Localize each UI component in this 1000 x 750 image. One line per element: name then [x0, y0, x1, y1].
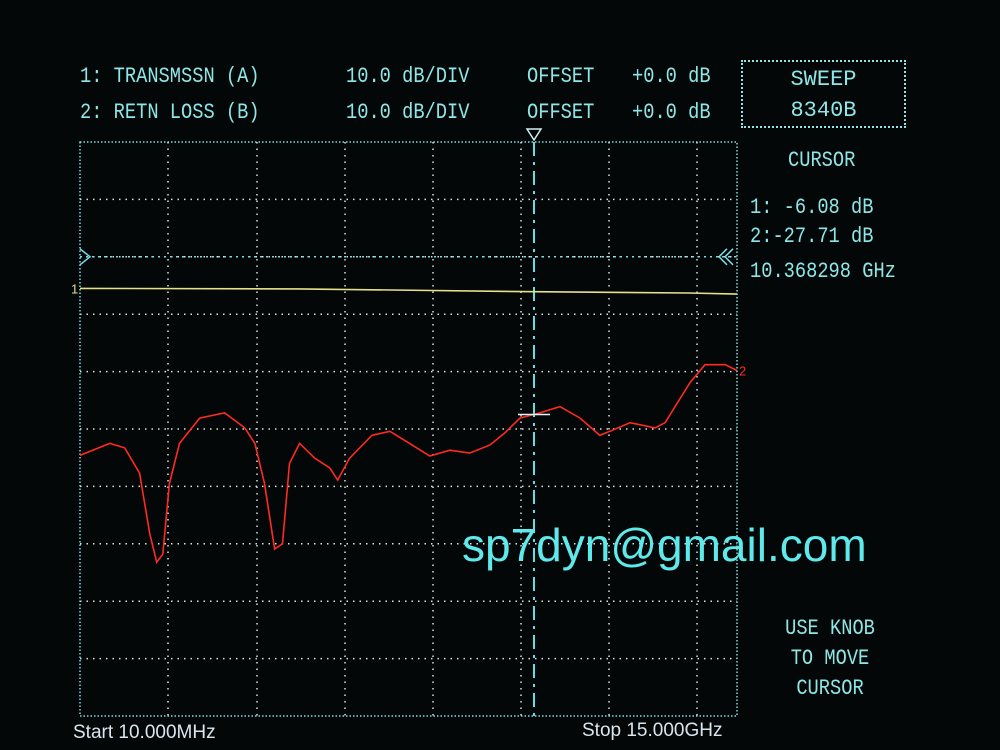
trace-1 — [79, 287, 738, 295]
ch1-label: 1: TRANSMSSN (A) — [80, 64, 260, 89]
start-frequency: Start 10.000MHz — [73, 722, 216, 743]
ch2-offset: +0.0 dB — [632, 100, 711, 125]
sweep-box: SWEEP 8340B — [741, 60, 906, 128]
ch1-scale: 10.0 dB/DIV — [346, 64, 470, 89]
ch1-offset: +0.0 dB — [632, 64, 711, 89]
instructions-line1: USE KNOB — [785, 616, 875, 641]
sweep-label: SWEEP — [790, 67, 857, 92]
trace-2 — [79, 363, 738, 565]
instructions-line2: TO MOVE — [790, 646, 870, 671]
cursor-frequency: 10.368298 GHz — [750, 259, 896, 284]
ch2-offset-label: OFFSET — [527, 100, 595, 125]
cursor-triangle-icon — [525, 128, 543, 142]
ch1-offset-label: OFFSET — [527, 64, 595, 89]
sweep-source: 8340B — [790, 98, 857, 123]
cursor-ch2-value: 2:-27.71 dB — [750, 224, 874, 249]
stop-frequency: Stop 15.000GHz — [582, 720, 723, 741]
ch2-label: 2: RETN LOSS (B) — [80, 100, 260, 125]
cursor-title: CURSOR — [788, 148, 856, 173]
reference-marker-right-icon — [717, 248, 734, 266]
watermark-email: sp7dyn@gmail.com — [462, 519, 867, 571]
reference-marker-left-icon — [79, 248, 92, 266]
trace-2-label: 2 — [739, 363, 746, 378]
instructions: USE KNOB TO MOVE CURSOR — [771, 614, 890, 704]
cursor-ch1-value: 1: -6.08 dB — [750, 195, 874, 220]
ch2-scale: 10.0 dB/DIV — [346, 100, 470, 125]
instructions-line3: CURSOR — [796, 676, 864, 701]
trace-1-label: 1 — [71, 281, 78, 296]
